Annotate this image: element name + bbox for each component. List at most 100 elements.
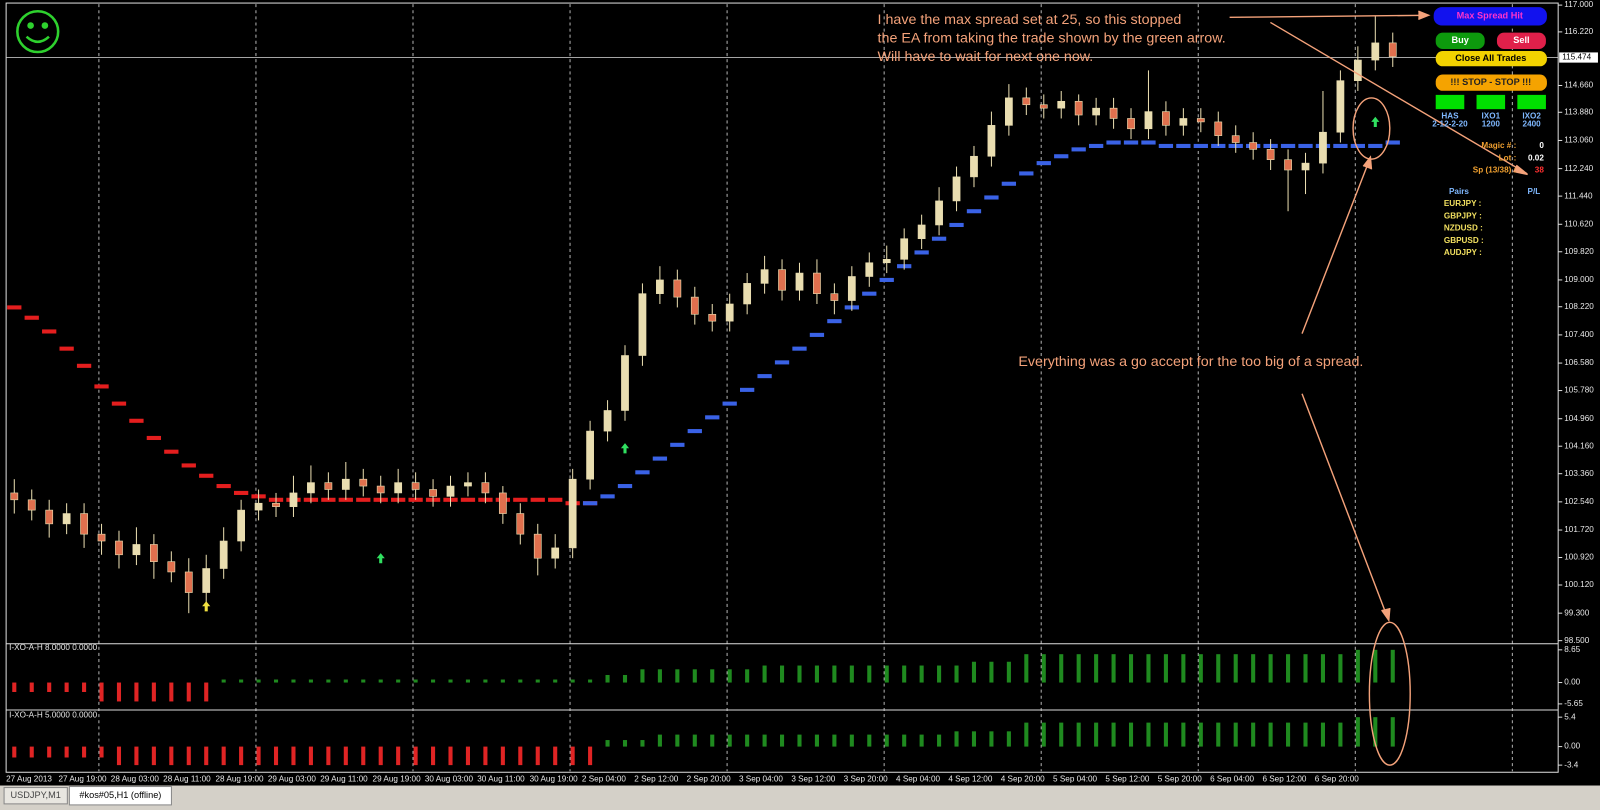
x-tick-label: 28 Aug 11:00 (163, 775, 211, 784)
indicator-name: IXO1 (1482, 111, 1501, 120)
candle-body (865, 262, 874, 277)
y-tick-label: 0.00 (1564, 742, 1580, 751)
candle-body (1336, 80, 1345, 133)
x-tick-label: 5 Sep 20:00 (1158, 775, 1202, 784)
max-spread-button[interactable] (1433, 7, 1547, 26)
histogram-bar (448, 746, 453, 766)
candle-body (324, 482, 333, 490)
histogram-bar (553, 679, 558, 683)
histogram-bar (465, 746, 470, 766)
sell-button[interactable] (1496, 32, 1546, 49)
ma-point (1333, 143, 1348, 148)
histogram-bar (273, 679, 279, 683)
histogram-bar (1163, 654, 1168, 683)
ma-point (1019, 171, 1034, 176)
histogram-bar (1303, 722, 1308, 747)
annotation: the EA from taking the trade shown by th… (878, 31, 1226, 47)
histogram-bar (622, 740, 628, 747)
candle-body (446, 485, 455, 497)
candle-body (516, 513, 525, 535)
ma-point (42, 329, 57, 334)
histogram-bar (151, 746, 156, 766)
histogram-bar (1041, 722, 1046, 747)
candle-body (1371, 42, 1380, 61)
pairs-label: Pairs (1449, 187, 1469, 196)
spread-value: 38 (1535, 166, 1545, 175)
histogram-bar (12, 746, 17, 758)
annotation: I have the max spread set at 25, so this… (878, 12, 1182, 28)
histogram-bar (1076, 654, 1081, 683)
histogram-bar (273, 746, 279, 766)
histogram-bar (1094, 654, 1099, 683)
histogram-bar (727, 734, 732, 747)
histogram-bar (448, 679, 453, 683)
candle-body (778, 269, 786, 291)
candle-body (167, 561, 176, 573)
button-label[interactable]: Buy (1452, 35, 1470, 45)
histogram-bar (204, 682, 209, 702)
histogram-bar (1268, 722, 1273, 747)
candle-body (1005, 97, 1013, 126)
ma-point (1298, 143, 1313, 148)
ma-point (1176, 143, 1191, 148)
histogram-bar (1338, 722, 1343, 747)
ma-point (1141, 140, 1156, 145)
y-tick-label: 99.300 (1564, 608, 1589, 617)
histogram-bar (29, 746, 34, 758)
histogram-bar (570, 746, 575, 766)
histogram-bar (204, 746, 209, 766)
ma-point (617, 484, 633, 489)
histogram-bar (1163, 722, 1168, 747)
buy-button[interactable] (1435, 32, 1485, 49)
button-label[interactable]: Sell (1513, 35, 1529, 45)
ma-point (1106, 140, 1121, 145)
tab-label[interactable]: #kos#05,H1 (offline) (79, 790, 161, 800)
candle-body (429, 489, 437, 497)
histogram-bar (675, 734, 680, 747)
candle-body (289, 492, 298, 507)
histogram-bar (605, 674, 610, 683)
x-tick-label: 6 Sep 12:00 (1262, 775, 1306, 784)
magic-label: Magic # : (1481, 141, 1516, 150)
candle-body (1092, 107, 1100, 116)
lot-value: 0.02 (1528, 153, 1544, 162)
button-label[interactable]: Close All Trades (1455, 53, 1526, 63)
candle-body (411, 482, 420, 490)
histogram-bar (64, 746, 69, 758)
histogram-bar (1181, 654, 1186, 683)
stop-button[interactable] (1435, 74, 1547, 91)
candle-body (1301, 162, 1310, 171)
histogram-bar (849, 665, 854, 683)
candle-body (202, 568, 211, 593)
tab-label[interactable]: USDJPY,M1 (11, 790, 61, 800)
histogram-bar (431, 679, 436, 683)
candle-body (603, 410, 612, 432)
histogram-bar (1251, 722, 1256, 747)
tab-active[interactable] (68, 786, 172, 806)
y-tick-label: 8.65 (1564, 645, 1580, 654)
candle-body (62, 513, 71, 525)
histogram-bar (221, 746, 226, 766)
ma-point (7, 305, 22, 310)
histogram-bar (814, 665, 819, 683)
histogram-bar (1041, 654, 1046, 683)
ma-point (705, 415, 720, 420)
button-label[interactable]: !!! STOP - STOP !!! (1450, 77, 1531, 87)
histogram-bar (710, 734, 715, 747)
histogram-bar (919, 734, 924, 747)
magic-value: 0 (1539, 141, 1544, 150)
close-all-button[interactable] (1435, 51, 1547, 67)
histogram-bar (780, 665, 785, 683)
panel-title: I-XO-A-H 5.0000 0.0000 (9, 710, 97, 719)
y-tick-label: -3.4 (1564, 760, 1579, 769)
button-label[interactable]: Max Spread Hit (1457, 11, 1523, 21)
candle-body (830, 293, 839, 301)
histogram-bar (343, 679, 348, 683)
ea-panel: Max Spread Hit Buy Sell Close All Trades… (1432, 7, 1547, 257)
histogram-bar (1216, 654, 1221, 683)
tab[interactable] (3, 787, 68, 805)
ma-point (1158, 143, 1174, 148)
x-tick-label: 2 Sep 20:00 (687, 775, 731, 784)
ma-point (24, 315, 39, 320)
